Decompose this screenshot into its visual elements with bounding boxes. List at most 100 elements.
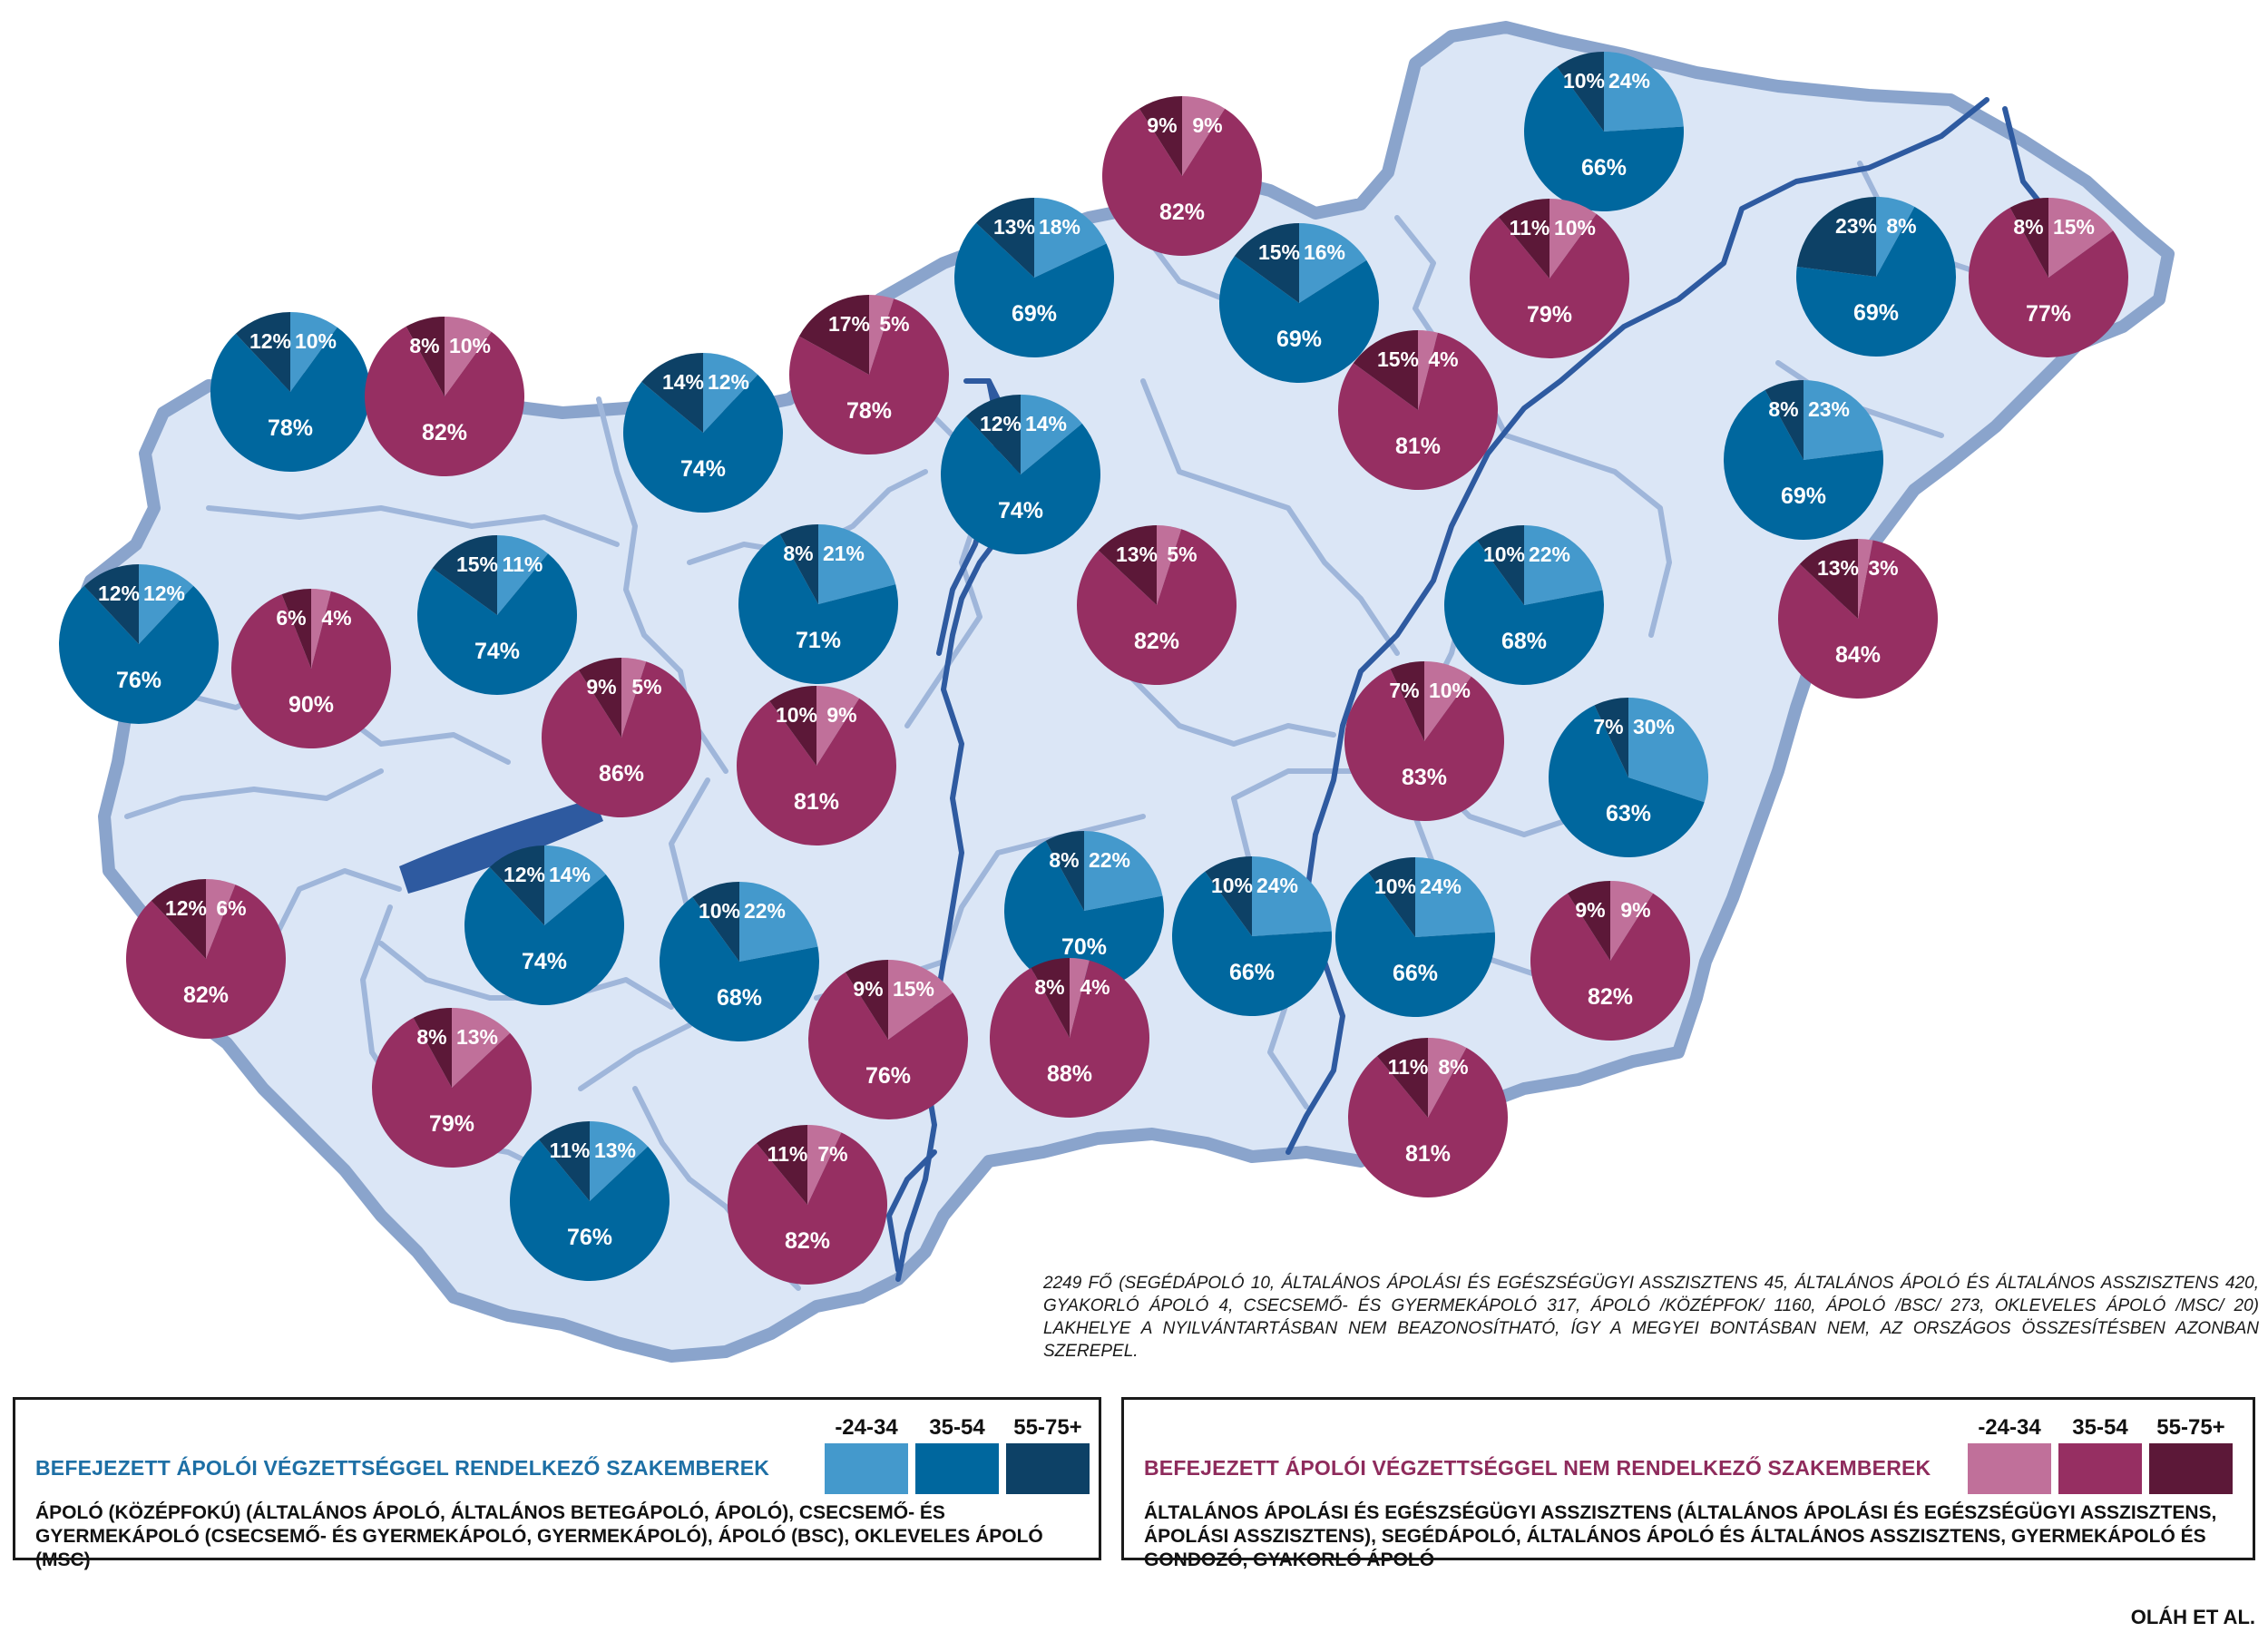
age-swatch-mid: 35-54 (2058, 1412, 2142, 1494)
pie-label-young: 9% (1620, 898, 1650, 922)
pie-slice-mid (1004, 840, 1164, 991)
pie-slice-young (590, 1121, 649, 1201)
pie-label-young: 4% (1080, 975, 1110, 999)
pie-label-mid: 70% (1061, 934, 1107, 960)
age-swatches-purple: -24-34 35-54 55-75+ (1968, 1412, 2233, 1494)
pie-slice-mid (1469, 213, 1629, 359)
pie-label-mid: 69% (1276, 327, 1322, 352)
county-pie: 82% 9% 9% (1530, 881, 1691, 1041)
county-pie: 74% 14%12% (464, 845, 625, 1005)
pie-slice-old (235, 312, 290, 392)
legend-staff-without-degree: -24-34 35-54 55-75+ BEFEJEZETT ÁPOLÓI VÉ… (1121, 1397, 2255, 1570)
county-pie: 76% 12%12% (59, 564, 220, 724)
county-pie: 78% 10%12% (210, 312, 371, 473)
pie-label-mid: 68% (1501, 629, 1547, 654)
pie-label-young: 4% (1428, 347, 1458, 371)
pie-slice-mid (1523, 66, 1684, 211)
pie-label-old: 6% (276, 606, 306, 630)
pie-label-young: 24% (1608, 69, 1650, 93)
pie-label-young: 30% (1633, 715, 1675, 738)
pie-label-old: 15% (1258, 240, 1300, 264)
pie-label-mid: 90% (288, 692, 334, 718)
county-pie: 69% 8% 23% (1796, 197, 1957, 357)
pie-label-young: 7% (817, 1142, 847, 1166)
pie-slice-old (578, 658, 621, 738)
pie-label-young: 9% (826, 703, 856, 727)
county-pie: 82% 9% 9% (1102, 96, 1262, 257)
pie-slice-young (1021, 395, 1082, 474)
pie-slice-young (445, 317, 492, 396)
county-pie: 82% 10% 8% (365, 317, 524, 477)
county-pie: 82% 7% 11% (728, 1125, 887, 1285)
pie-slice-old (1477, 525, 1524, 605)
pie-label-young: 13% (594, 1139, 636, 1162)
pie-label-old: 13% (993, 215, 1035, 239)
pie-slice-young (1157, 525, 1182, 605)
pie-slice-young (1804, 380, 1883, 460)
county-pie: 63% 30% 7% (1548, 698, 1709, 857)
pie-label-mid: 83% (1402, 765, 1447, 790)
pie-slice-mid (1348, 1047, 1509, 1197)
pie-label-mid: 81% (794, 789, 839, 815)
pie-slice-mid (941, 415, 1100, 554)
pie-label-old: 8% (1049, 848, 1079, 872)
pie-label-young: 16% (1304, 240, 1345, 264)
pie-slice-old (1799, 539, 1858, 619)
pie-label-mid: 82% (183, 982, 229, 1008)
county-pie: 86% 5% 9% (542, 658, 702, 817)
county-pie: 70% 22% 8% (1004, 831, 1164, 991)
pie-label-mid: 79% (429, 1111, 474, 1137)
pie-label-mid: 69% (1781, 484, 1826, 509)
pie-slice-mid (990, 960, 1150, 1118)
pie-label-old: 12% (503, 863, 545, 886)
pie-label-young: 24% (1420, 875, 1461, 898)
pie-label-mid: 84% (1835, 642, 1881, 668)
pie-slice-old (2009, 198, 2048, 278)
pie-slice-young (1182, 96, 1226, 176)
pie-slice-old (1098, 525, 1157, 605)
pie-label-mid: 66% (1581, 155, 1627, 181)
pie-slice-old (1045, 831, 1084, 911)
pie-slice-mid (954, 222, 1114, 357)
pie-slice-old (1594, 698, 1628, 777)
pie-label-mid: 76% (116, 668, 161, 693)
pie-slice-mid (464, 866, 625, 1005)
legend-title: BEFEJEZETT ÁPOLÓI VÉGZETTSÉGGEL NEM REND… (1144, 1456, 1931, 1480)
pie-label-old: 15% (1377, 347, 1419, 371)
pie-label-old: 8% (416, 1025, 446, 1049)
pie-slice-old (1234, 223, 1299, 303)
pie-slice-mid (1172, 871, 1332, 1017)
pie-label-old: 12% (249, 329, 291, 353)
pie-slice-young (869, 295, 894, 375)
pie-label-old: 8% (409, 334, 439, 357)
county-pie: 78% 5% 17% (789, 295, 949, 455)
pie-slice-mid (125, 885, 286, 1040)
pie-label-old: 8% (1768, 397, 1798, 421)
county-pie: 68% 22%10% (1444, 525, 1605, 685)
pie-slice-old (406, 317, 445, 396)
pie-slice-old (975, 198, 1034, 278)
county-pie: 69% 18%13% (954, 198, 1114, 357)
pie-slice-mid (738, 533, 898, 685)
county-pie: 71% 21% 8% (738, 524, 898, 685)
pie-slice-old (538, 1121, 590, 1201)
legend-nurses-with-degree: -24-34 35-54 55-75+ BEFEJEZETT ÁPOLÓI VÉ… (13, 1397, 1101, 1570)
pie-slice-old (1557, 52, 1604, 132)
pie-slice-old (1765, 380, 1804, 460)
pie-slice-mid (1969, 207, 2129, 357)
age-label: 35-54 (929, 1415, 985, 1440)
pie-label-young: 5% (879, 312, 909, 336)
pie-label-young: 22% (1089, 848, 1130, 872)
pie-label-young: 10% (1429, 679, 1471, 702)
pie-slice-old (432, 535, 497, 615)
pie-slice-mid (1338, 332, 1499, 490)
pie-label-mid: 86% (599, 761, 644, 787)
age-label: -24-34 (835, 1415, 898, 1440)
pie-label-mid: 76% (865, 1063, 911, 1089)
credit: OLÁH ET AL. (2130, 1606, 2255, 1628)
county-pie: 79% 10%11% (1469, 199, 1629, 359)
age-swatches-blue: -24-34 35-54 55-75+ (825, 1412, 1090, 1494)
pie-slice-young (1876, 197, 1915, 277)
pie-slice-young (1549, 199, 1597, 279)
